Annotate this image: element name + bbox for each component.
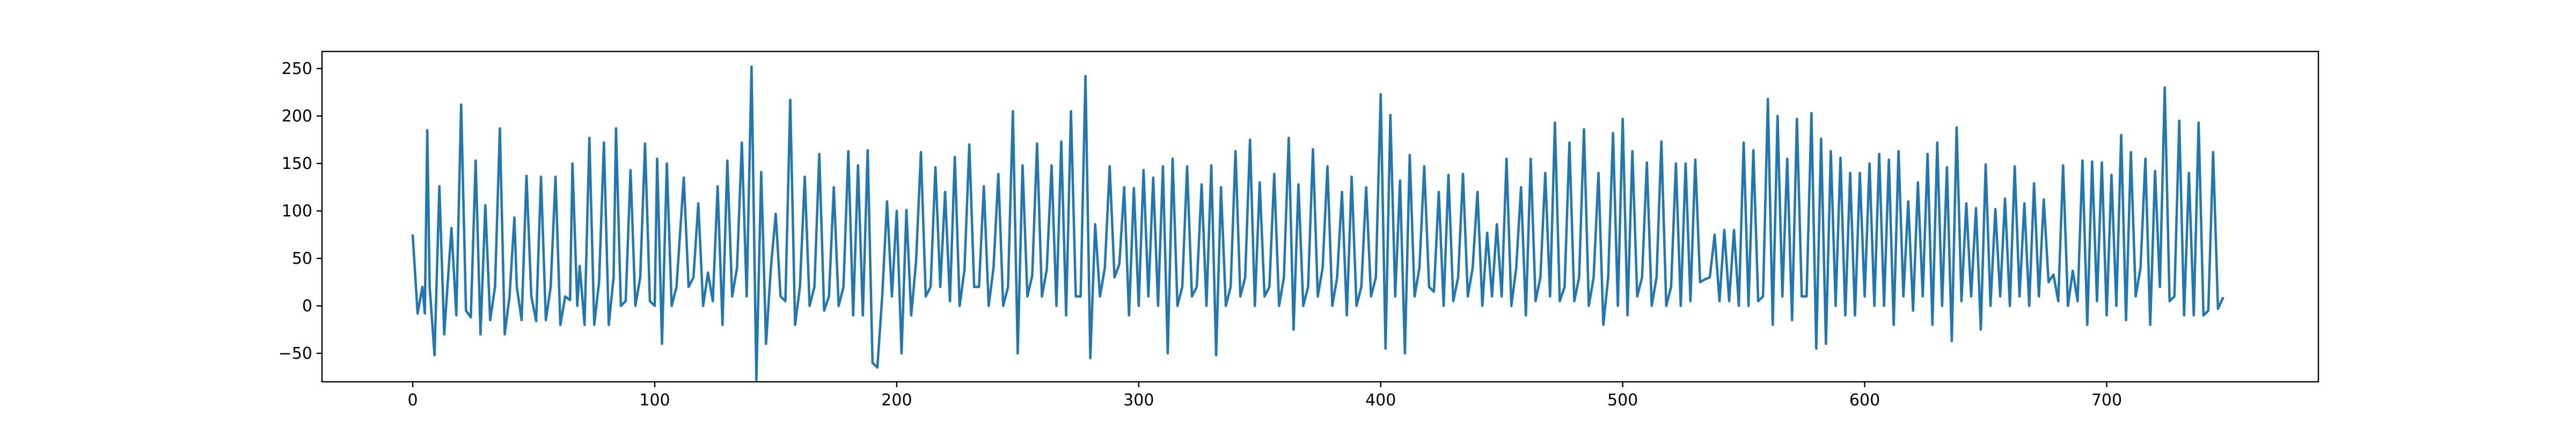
y-tick-label: 250 xyxy=(282,60,312,78)
x-tick-label: 500 xyxy=(1607,391,1638,410)
y-tick-label: 50 xyxy=(292,249,312,268)
y-tick-label: 200 xyxy=(282,107,312,125)
x-tick-label: 700 xyxy=(2091,391,2122,410)
x-tick-label: 300 xyxy=(1123,391,1154,410)
series-line xyxy=(411,65,2224,381)
x-tick-label: 200 xyxy=(881,391,912,410)
plot-area xyxy=(411,65,2224,381)
x-axis: 0 100 200 300 400 500 600 700 xyxy=(408,382,2122,410)
y-tick-label: 0 xyxy=(302,297,312,315)
x-tick-label: 600 xyxy=(1849,391,1880,410)
y-tick-label: 150 xyxy=(282,154,312,173)
y-axis: −50 0 50 100 150 200 250 xyxy=(279,60,322,363)
axes-frame xyxy=(321,50,2319,383)
x-tick-label: 0 xyxy=(408,391,418,410)
x-tick-label: 100 xyxy=(639,391,670,410)
x-tick-label: 400 xyxy=(1365,391,1396,410)
y-tick-label: −50 xyxy=(279,344,312,363)
y-tick-label: 100 xyxy=(282,202,312,220)
